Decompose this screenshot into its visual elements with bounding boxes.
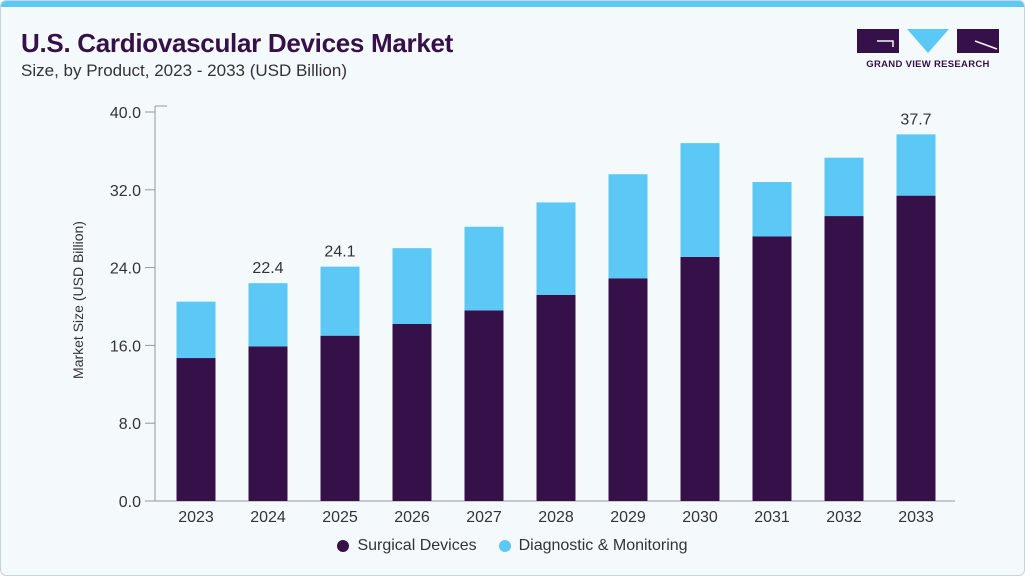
legend-label-diagnostic: Diagnostic & Monitoring bbox=[518, 537, 688, 554]
legend: Surgical Devices Diagnostic & Monitoring bbox=[0, 537, 1025, 555]
bar-diagnostic-2024 bbox=[248, 283, 288, 347]
legend-item-diagnostic: Diagnostic & Monitoring bbox=[498, 537, 688, 555]
legend-swatch-diagnostic bbox=[498, 540, 511, 552]
bar-surgical-2031 bbox=[752, 236, 792, 502]
data-label-2024: 22.4 bbox=[252, 260, 283, 277]
bar-diagnostic-2033 bbox=[896, 134, 936, 196]
y-tick-label: 8.0 bbox=[119, 416, 141, 433]
y-tick-label: 40.0 bbox=[110, 105, 141, 122]
bar-diagnostic-2030 bbox=[680, 143, 720, 257]
bar-diagnostic-2028 bbox=[536, 202, 576, 295]
bar-diagnostic-2026 bbox=[392, 248, 432, 325]
x-tick-label: 2025 bbox=[322, 509, 358, 526]
x-tick-label: 2030 bbox=[682, 509, 718, 526]
x-tick-label: 2023 bbox=[178, 509, 214, 526]
x-tick-label: 2032 bbox=[826, 509, 862, 526]
y-tick-label: 16.0 bbox=[110, 338, 141, 355]
bar-diagnostic-2027 bbox=[464, 226, 504, 311]
bar-diagnostic-2029 bbox=[608, 174, 648, 279]
x-tick-label: 2026 bbox=[394, 509, 430, 526]
data-label-2033: 37.7 bbox=[900, 111, 931, 128]
bar-surgical-2027 bbox=[464, 310, 504, 501]
bar-diagnostic-2025 bbox=[320, 266, 360, 336]
y-tick-label: 0.0 bbox=[119, 494, 141, 511]
bar-surgical-2025 bbox=[320, 335, 360, 501]
bar-surgical-2026 bbox=[392, 324, 432, 501]
bar-surgical-2024 bbox=[248, 346, 288, 501]
data-label-2025: 24.1 bbox=[324, 244, 355, 261]
x-tick-label: 2033 bbox=[898, 509, 934, 526]
y-tick-label: 32.0 bbox=[110, 183, 141, 200]
legend-label-surgical: Surgical Devices bbox=[357, 537, 477, 554]
bar-diagnostic-2023 bbox=[176, 301, 216, 359]
y-axis-label: Market Size (USD Billion) bbox=[70, 221, 86, 379]
bar-surgical-2023 bbox=[176, 358, 216, 501]
bar-surgical-2032 bbox=[824, 216, 864, 501]
bar-diagnostic-2032 bbox=[824, 157, 864, 217]
logo-text: GRAND VIEW RESEARCH bbox=[866, 59, 990, 70]
x-tick-label: 2024 bbox=[250, 509, 286, 526]
legend-item-surgical: Surgical Devices bbox=[337, 537, 477, 555]
grand-view-research-logo bbox=[857, 29, 999, 53]
x-tick-label: 2027 bbox=[466, 509, 502, 526]
bar-surgical-2030 bbox=[680, 256, 720, 501]
chart-subtitle: Size, by Product, 2023 - 2033 (USD Billi… bbox=[21, 61, 347, 80]
y-tick-label: 24.0 bbox=[110, 261, 141, 278]
bar-surgical-2028 bbox=[536, 294, 576, 501]
bar-diagnostic-2031 bbox=[752, 182, 792, 237]
x-tick-label: 2028 bbox=[538, 509, 574, 526]
x-tick-label: 2031 bbox=[754, 509, 790, 526]
bar-surgical-2029 bbox=[608, 278, 648, 501]
bar-surgical-2033 bbox=[896, 195, 936, 501]
chart-title: U.S. Cardiovascular Devices Market bbox=[21, 28, 454, 58]
x-tick-label: 2029 bbox=[610, 509, 646, 526]
legend-swatch-surgical bbox=[337, 540, 350, 552]
accent-bar bbox=[1, 1, 1024, 7]
